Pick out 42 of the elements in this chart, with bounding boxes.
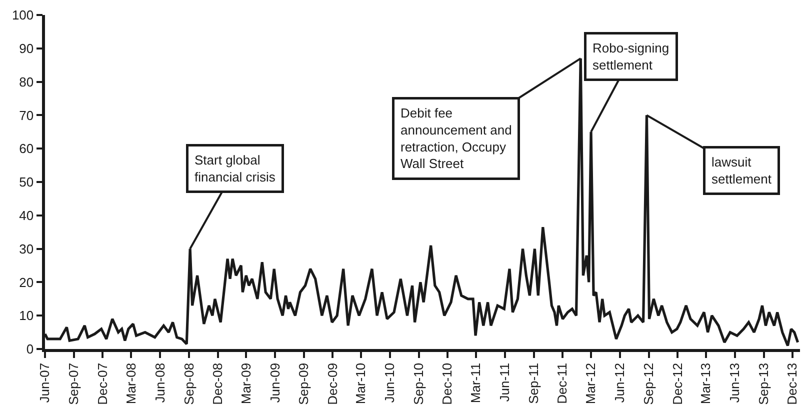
- x-tick-label: Jun-11: [497, 362, 512, 402]
- x-tick-label: Dec-08: [210, 362, 226, 405]
- y-tick-label: 80: [19, 74, 34, 90]
- y-tick-label: 0: [26, 342, 34, 357]
- y-tick-label: 50: [19, 174, 34, 190]
- x-tick-label: Jun-09: [267, 362, 282, 403]
- x-tick-label: Mar-11: [468, 362, 484, 404]
- y-tick-label: 40: [19, 208, 34, 223]
- x-tick-label: Jun-12: [612, 362, 628, 403]
- x-tick-label: Dec-09: [324, 362, 340, 405]
- annotation: Robo-signing settlement: [592, 40, 670, 72]
- x-tick-label: Sep-08: [181, 362, 196, 405]
- x-tick-label: Dec-11: [554, 362, 570, 404]
- y-tick-label: 10: [19, 308, 34, 324]
- x-tick-label: Jun-10: [382, 362, 398, 403]
- y-tick-label: 20: [19, 274, 34, 290]
- x-tick-label: Mar-08: [123, 362, 138, 404]
- annotation: lawsuit settlement: [712, 154, 772, 186]
- x-tick-label: Sep-10: [411, 362, 426, 405]
- y-tick-label: 90: [19, 40, 34, 56]
- x-tick-label: Jun-07: [37, 362, 52, 403]
- y-tick-label: 100: [12, 8, 34, 23]
- x-tick-label: Sep-13: [756, 362, 772, 405]
- x-tick-label: Dec-07: [94, 362, 110, 405]
- x-tick-label: Dec-12: [670, 362, 685, 405]
- y-tick-label: 30: [19, 241, 34, 256]
- x-tick-label: Mar-12: [583, 362, 598, 404]
- x-tick-label: Sep-12: [641, 362, 656, 405]
- x-tick-label: Sep-11: [526, 362, 541, 404]
- x-tick-label: Sep-09: [296, 362, 312, 405]
- annotation: Debit fee announcement and retraction, Occupy Wall Street: [400, 106, 512, 172]
- y-tick-label: 70: [19, 108, 34, 123]
- x-tick-label: Mar-09: [238, 362, 254, 404]
- x-tick-label: Jun-13: [727, 362, 742, 403]
- y-tick-label: 60: [19, 141, 34, 156]
- x-tick-label: Dec-13: [784, 362, 800, 405]
- x-tick-label: Dec-10: [440, 362, 455, 405]
- x-tick-label: Sep-07: [66, 362, 82, 405]
- x-tick-label: Mar-10: [353, 362, 368, 404]
- x-tick-label: Mar-13: [698, 362, 714, 404]
- x-tick-label: Jun-08: [152, 362, 168, 403]
- annotation: Start global financial crisis: [194, 152, 276, 184]
